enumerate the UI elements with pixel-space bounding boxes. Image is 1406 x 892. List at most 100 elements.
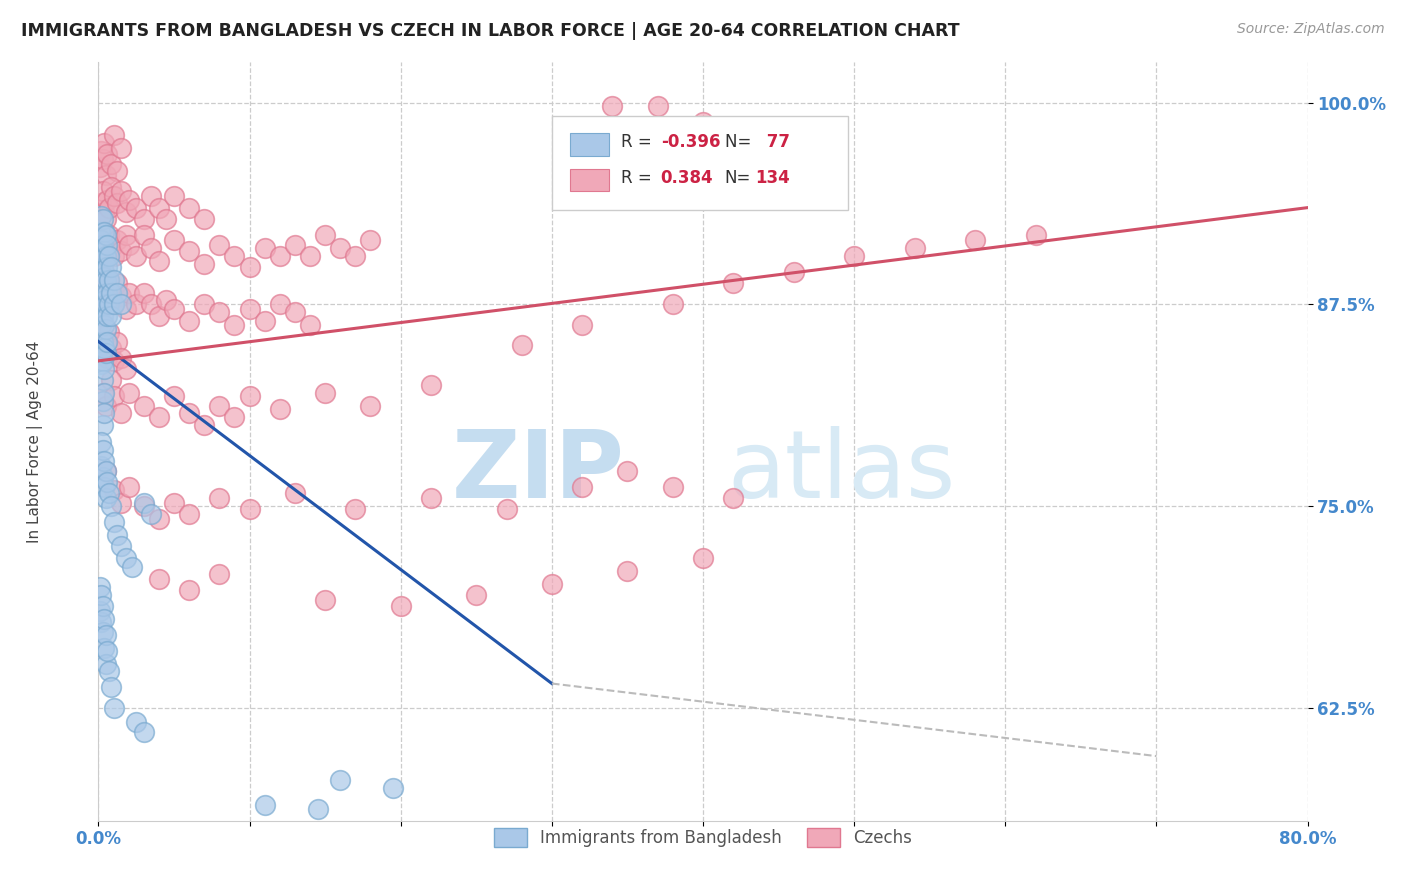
Point <box>94 399 117 413</box>
Point <box>253 241 276 255</box>
Point <box>105 195 128 210</box>
Point <box>125 297 148 311</box>
Text: R =: R = <box>621 169 662 186</box>
Text: N=: N= <box>724 133 756 151</box>
Point <box>118 386 141 401</box>
Point <box>224 249 246 263</box>
Point <box>96 147 118 161</box>
Point <box>148 512 170 526</box>
Text: -0.396: -0.396 <box>661 133 720 151</box>
Point <box>110 540 132 554</box>
Point <box>224 318 246 333</box>
Point <box>94 249 117 263</box>
Point <box>89 249 111 263</box>
Point <box>94 169 117 183</box>
Point <box>90 357 112 371</box>
Point <box>239 302 262 317</box>
Point <box>661 297 683 311</box>
Point <box>148 253 170 268</box>
Point <box>89 225 111 239</box>
Point <box>93 136 115 150</box>
Point <box>465 588 488 602</box>
Point <box>208 491 231 505</box>
Point <box>344 502 367 516</box>
Point <box>105 286 128 301</box>
Point <box>344 249 367 263</box>
Point <box>94 334 117 349</box>
Point <box>269 297 291 311</box>
Point <box>114 205 136 219</box>
Point <box>100 341 122 355</box>
Point <box>89 305 111 319</box>
Point <box>103 354 125 368</box>
Point <box>100 373 122 387</box>
Point <box>616 564 638 578</box>
Y-axis label: In Labor Force | Age 20-64: In Labor Force | Age 20-64 <box>27 341 42 542</box>
Point <box>103 273 125 287</box>
Point <box>100 309 122 323</box>
Point <box>114 228 136 243</box>
Point <box>89 580 111 594</box>
Point <box>783 265 806 279</box>
Point <box>179 201 201 215</box>
Point <box>93 225 115 239</box>
Point <box>141 241 163 255</box>
Point <box>148 309 170 323</box>
Point <box>208 399 231 413</box>
Point <box>163 496 186 510</box>
Point <box>98 201 121 215</box>
Point <box>224 410 246 425</box>
Point <box>94 228 117 243</box>
Point <box>98 249 121 263</box>
Point <box>93 205 115 219</box>
Point <box>100 157 122 171</box>
Point <box>93 362 115 376</box>
Point <box>360 233 382 247</box>
Point <box>118 480 141 494</box>
Point <box>114 550 136 565</box>
Text: 134: 134 <box>755 169 790 186</box>
Point <box>110 405 132 419</box>
Bar <box>569 169 609 191</box>
Point <box>495 502 517 516</box>
Point <box>110 297 132 311</box>
Point <box>100 680 122 694</box>
Point <box>314 228 336 243</box>
Point <box>329 241 352 255</box>
Point <box>239 502 262 516</box>
Point <box>132 499 155 513</box>
Point <box>103 249 125 263</box>
Point <box>253 797 276 812</box>
Point <box>100 260 122 275</box>
Point <box>91 153 114 167</box>
Point <box>105 233 128 247</box>
Point <box>96 309 118 323</box>
Point <box>98 325 121 339</box>
Point <box>94 464 117 478</box>
Point <box>90 277 112 291</box>
Point <box>96 334 118 349</box>
Point <box>360 399 382 413</box>
Point <box>253 313 276 327</box>
Point <box>94 464 117 478</box>
Point <box>100 286 122 301</box>
Point <box>98 228 121 243</box>
Point <box>89 161 111 175</box>
Point <box>179 244 201 259</box>
Point <box>692 550 714 565</box>
Point <box>90 265 112 279</box>
Point <box>100 499 122 513</box>
Point <box>284 237 307 252</box>
Point <box>93 480 115 494</box>
Point <box>121 560 143 574</box>
Point <box>94 211 117 226</box>
Point <box>723 277 745 291</box>
Point <box>93 225 115 239</box>
Text: 0.384: 0.384 <box>661 169 713 186</box>
Text: 77: 77 <box>761 133 790 151</box>
Text: R =: R = <box>621 133 657 151</box>
Point <box>284 486 307 500</box>
Point <box>100 179 122 194</box>
Point <box>692 115 714 129</box>
Point <box>299 249 322 263</box>
